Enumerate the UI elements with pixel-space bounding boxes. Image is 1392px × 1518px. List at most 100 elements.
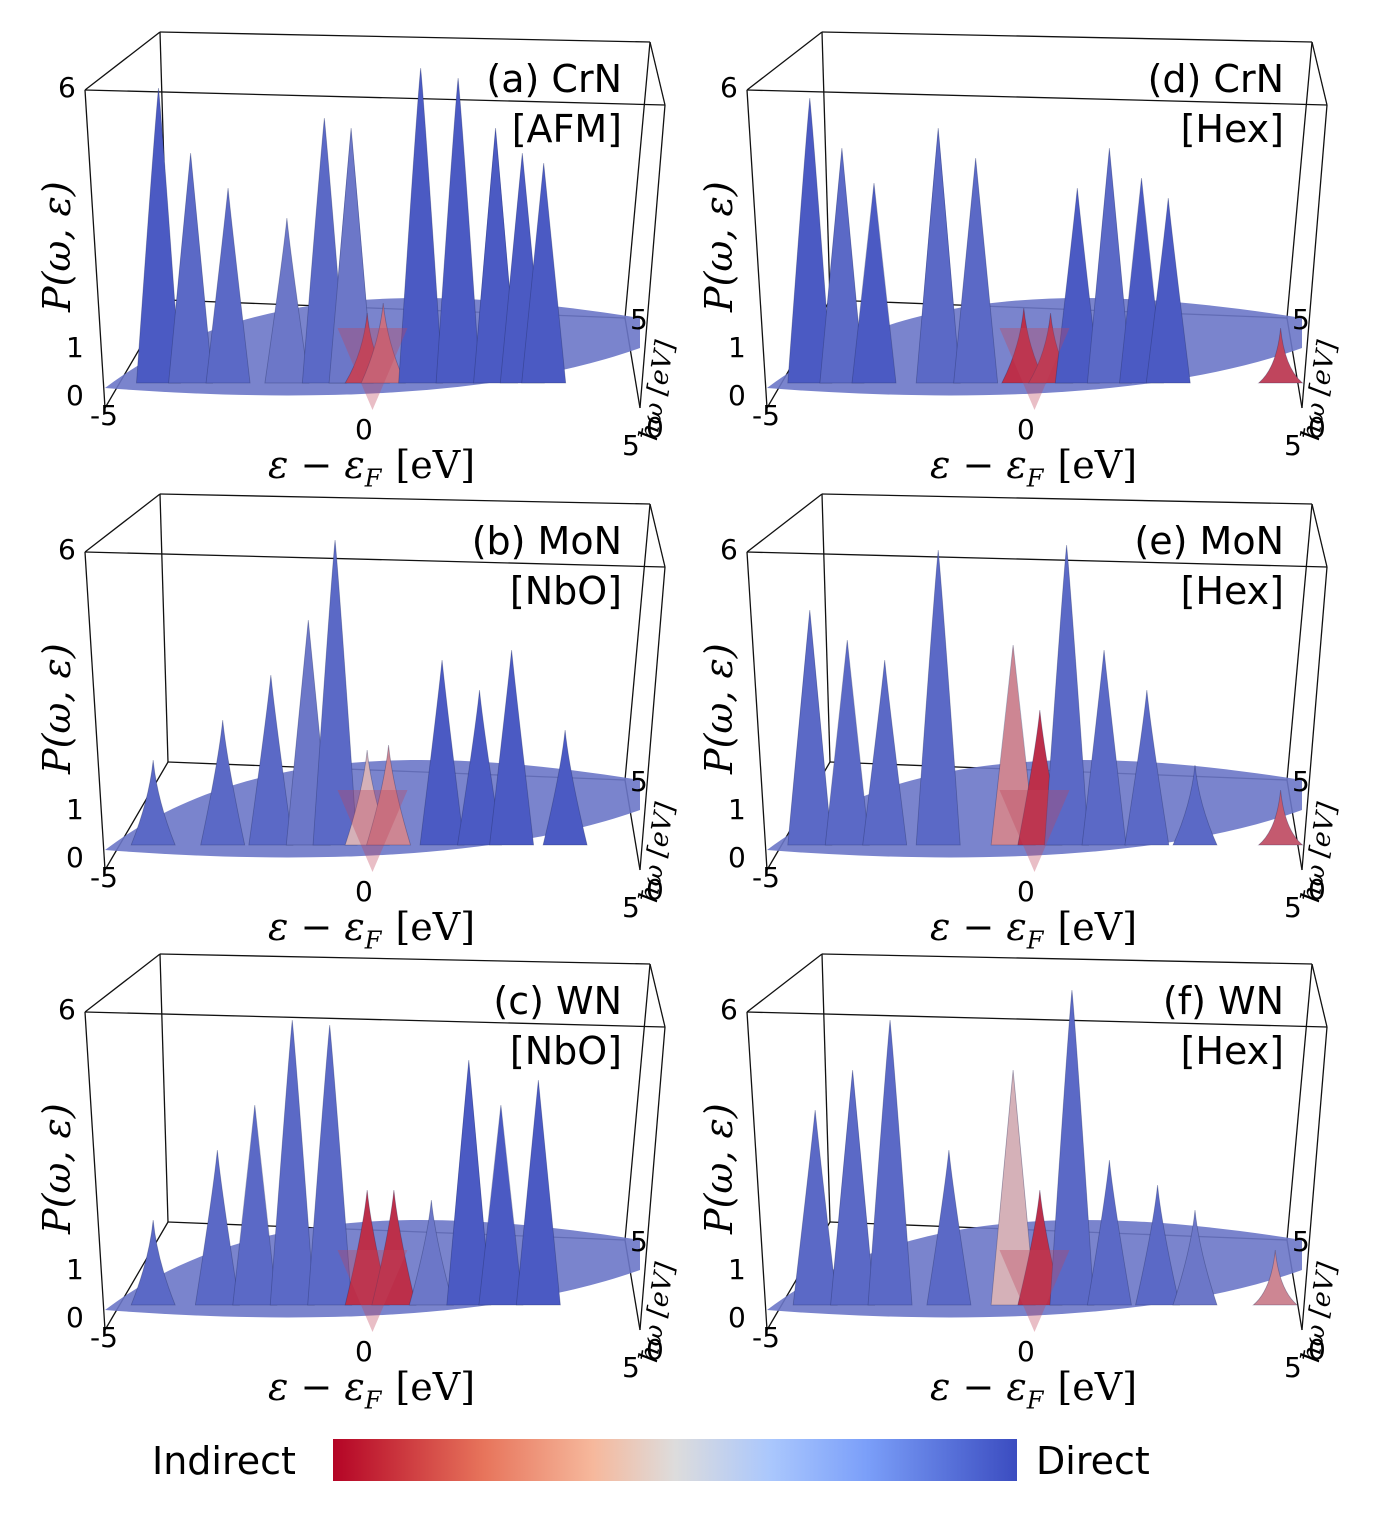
indirect-cone: [999, 1250, 1070, 1332]
panel-title: (f) WN: [1162, 979, 1284, 1023]
peak-b-1: [200, 719, 246, 846]
peak-f-3: [926, 1149, 972, 1306]
y-tick-6: 6: [720, 71, 738, 104]
x-tick-neg5: -5: [90, 1321, 118, 1354]
y-axis-label: P(ω, ε): [35, 1103, 79, 1234]
y-tick-6: 6: [58, 71, 76, 104]
y-tick-1: 1: [728, 331, 746, 364]
x-tick-0: 0: [355, 1335, 373, 1368]
x-tick-5: 5: [622, 891, 640, 924]
peak-f-8: [1135, 1184, 1181, 1306]
z-tick-0: 0: [1308, 873, 1326, 906]
peak-d-11: [1257, 327, 1304, 384]
peak-b-0: [130, 759, 176, 846]
peak-a-8: [398, 67, 444, 384]
peak-b-8: [457, 689, 502, 846]
peak-e-0: [787, 609, 833, 846]
y-tick-0: 0: [728, 841, 746, 874]
peak-e-3: [915, 549, 961, 846]
peak-a-9: [435, 77, 481, 384]
y-tick-6: 6: [58, 533, 76, 566]
panel-title: (d) CrN: [1147, 57, 1284, 101]
peak-c-7: [408, 1199, 454, 1306]
surface-peaks: [136, 67, 567, 384]
panel-f: 6 1 0 -5 0 5 0 5 ε − εF [eV] P(ω, ε) ħω [eV] (f) WN[…: [662, 922, 1352, 1413]
panel-title: (c) WN: [493, 979, 622, 1023]
surface-peaks: [130, 1019, 561, 1306]
y-axis-label: P(ω, ε): [697, 643, 741, 774]
peak-e-7: [1081, 649, 1127, 846]
z-tick-0: 0: [1308, 411, 1326, 444]
panel-title: (a) CrN: [486, 57, 622, 101]
panel-e: 6 1 0 -5 0 5 0 5 ε − εF [eV] P(ω, ε) ħω [eV] (e) MoN…: [662, 462, 1352, 953]
peak-f-7: [1086, 1159, 1132, 1306]
y-tick-0: 0: [66, 1301, 84, 1334]
peak-f-4: [990, 1069, 1036, 1306]
peak-b-7: [419, 659, 465, 846]
panel-d: 6 1 0 -5 0 5 0 5 ε − εF [eV] P(ω, ε) ħω [eV] (d) CrN…: [662, 0, 1352, 491]
z-tick-5: 5: [630, 1225, 648, 1258]
panel-title: (e) MoN: [1134, 519, 1284, 563]
y-tick-0: 0: [66, 379, 84, 412]
peak-c-10: [515, 1079, 561, 1306]
peak-f-0: [792, 1109, 838, 1306]
y-tick-0: 0: [728, 379, 746, 412]
peak-c-9: [478, 1104, 524, 1306]
x-tick-neg5: -5: [752, 861, 780, 894]
peak-a-2: [205, 187, 251, 384]
x-axis-label: ε − εF [eV]: [268, 443, 476, 493]
colorbar-high-label: Direct: [1036, 1439, 1150, 1483]
peak-c-1: [194, 1149, 240, 1306]
x-tick-0: 0: [355, 875, 373, 908]
x-tick-0: 0: [1017, 1335, 1035, 1368]
x-tick-neg5: -5: [90, 399, 118, 432]
x-tick-5: 5: [1284, 1351, 1302, 1384]
peak-e-2: [862, 659, 908, 846]
peak-e-6: [1044, 544, 1090, 846]
panel-subtitle: [NbO]: [509, 1029, 622, 1073]
peak-a-5: [328, 127, 374, 384]
peak-d-4: [953, 157, 999, 384]
peak-b-2: [248, 674, 294, 846]
colorbar-low-label: Indirect: [152, 1439, 296, 1483]
peak-a-1: [168, 152, 214, 384]
panel-subtitle: [Hex]: [1180, 569, 1284, 613]
surface-peaks: [792, 989, 1299, 1306]
x-axis-label: ε − εF [eV]: [268, 1365, 476, 1415]
indirect-cone: [337, 790, 408, 872]
indirect-cone: [337, 1250, 408, 1332]
x-tick-neg5: -5: [90, 861, 118, 894]
surface-peaks: [130, 539, 588, 846]
panel-c-plot: [84, 953, 666, 1332]
peak-d-1: [819, 147, 865, 384]
peak-b-9: [489, 649, 535, 846]
y-axis-label: P(ω, ε): [697, 1103, 741, 1234]
panel-d-plot: [746, 31, 1328, 410]
peak-c-2: [232, 1104, 278, 1306]
x-tick-0: 0: [1017, 413, 1035, 446]
peak-d-10: [1145, 197, 1191, 384]
panel-e-plot: [746, 493, 1328, 872]
y-tick-0: 0: [66, 841, 84, 874]
surface-peaks: [787, 544, 1304, 846]
panel-title: (b) MoN: [471, 519, 622, 563]
panel-b: 6 1 0 -5 0 5 0 5 ε − εF [eV] P(ω, ε) ħω [eV] (b) MoN…: [0, 462, 690, 953]
x-tick-5: 5: [622, 1351, 640, 1384]
y-tick-1: 1: [66, 793, 84, 826]
z-tick-0: 0: [646, 1333, 664, 1366]
peak-d-0: [787, 97, 833, 384]
y-tick-1: 1: [728, 1253, 746, 1286]
x-tick-0: 0: [355, 413, 373, 446]
z-tick-5: 5: [1292, 303, 1310, 336]
peak-f-1: [830, 1069, 876, 1306]
peak-b-10: [542, 729, 588, 846]
panel-c: 6 1 0 -5 0 5 0 5 ε − εF [eV] P(ω, ε) ħω [eV] (c) WN[…: [0, 922, 690, 1413]
x-axis-label: ε − εF [eV]: [930, 905, 1138, 955]
peak-e-9: [1172, 764, 1218, 846]
peak-e-4: [990, 644, 1036, 846]
peak-d-9: [1119, 177, 1164, 384]
indirect-cone: [999, 790, 1070, 872]
z-tick-0: 0: [1308, 1333, 1326, 1366]
peak-f-6: [1049, 989, 1095, 1306]
peak-f-9: [1172, 1209, 1218, 1306]
